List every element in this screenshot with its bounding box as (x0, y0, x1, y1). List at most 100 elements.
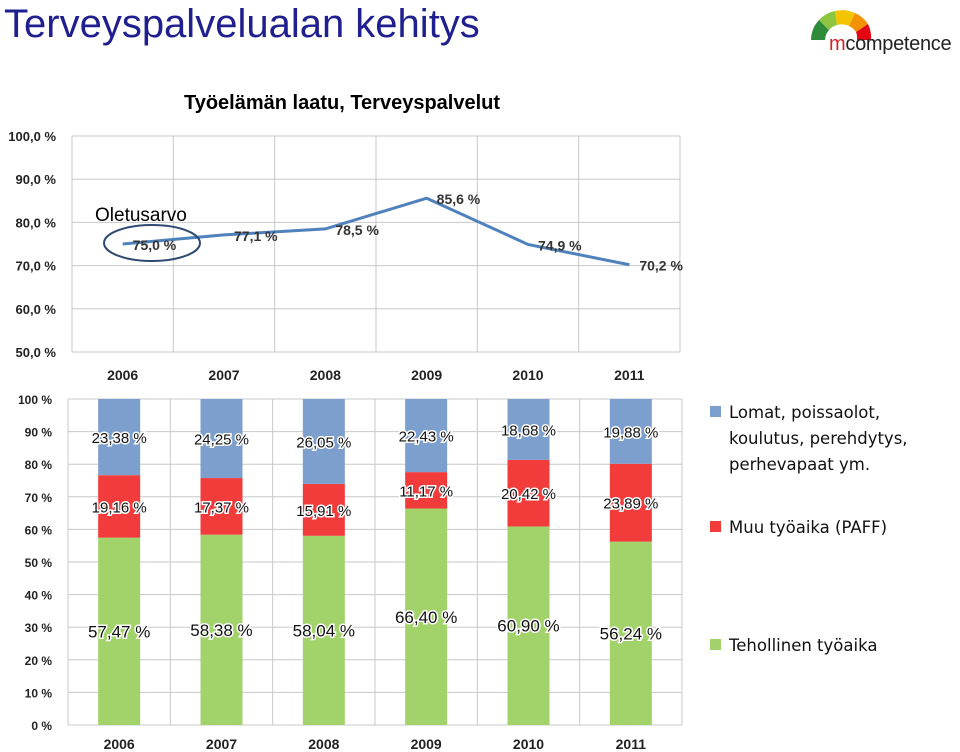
bar-segment (98, 475, 141, 538)
logo-arc-icon (811, 10, 872, 40)
line-data-label: 70,2 % (639, 258, 683, 274)
bar-x-tick-label: 2010 (513, 736, 544, 752)
legend-label-teholl: Tehollinen työaika (729, 636, 878, 655)
line-x-tick-label: 2008 (310, 367, 341, 383)
line-x-tick-label: 2009 (411, 367, 442, 383)
line-data-label: 74,9 % (538, 237, 582, 253)
bar-data-label: 22,43 % (399, 429, 454, 446)
bar-data-label: 58,38 % (190, 621, 252, 640)
bar-segment (609, 541, 652, 725)
legend-swatch-blue (710, 406, 721, 417)
bar-segment (98, 537, 141, 725)
line-x-tick-label: 2006 (107, 367, 138, 383)
line-data-label: 75,0 % (133, 237, 177, 253)
line-chart-title: Työelämän laatu, Terveyspalvelut (184, 92, 500, 114)
logo-wordmark: mcompetence (829, 33, 952, 56)
bar-y-tick-label: 80 % (25, 458, 53, 472)
bar-chart-bars (98, 398, 652, 725)
legend-item-lomat: Lomat, poissaolot, koulutus, perehdytys,… (710, 400, 909, 478)
legend-label-muu: Muu työaika (PAFF) (729, 518, 888, 537)
bar-y-tick-label: 10 % (25, 686, 53, 700)
bar-y-tick-label: 40 % (25, 589, 53, 603)
bar-data-label: 15,91 % (296, 503, 351, 520)
bar-data-label: 19,16 % (92, 499, 147, 516)
default-value-circle (103, 224, 201, 262)
bar-x-tick-label: 2011 (616, 736, 647, 752)
bar-chart-y-ticks: 100 % 90 % 80 % 70 % 60 % 50 % 40 % 30 % 20 % 10 … (18, 393, 52, 733)
bar-chart-grid (67, 398, 683, 726)
bar-x-tick-label: 2009 (411, 736, 442, 752)
bar-x-tick-label: 2008 (308, 736, 339, 752)
bar-segment (405, 472, 448, 509)
bar-y-tick-label: 0 % (31, 719, 52, 733)
legend-item-muu: Muu työaika (PAFF) (710, 515, 887, 541)
line-data-label: 78,5 % (335, 222, 379, 238)
bar-segment (405, 508, 448, 725)
bar-y-tick-label: 30 % (25, 621, 53, 635)
bar-data-label: 57,47 % (88, 622, 150, 641)
bar-y-tick-label: 90 % (25, 426, 53, 440)
bar-segment (507, 459, 550, 527)
line-x-tick-label: 2010 (512, 367, 543, 383)
bar-segment (609, 398, 652, 464)
bar-y-tick-label: 50 % (25, 556, 53, 570)
line-y-tick-label: 50,0 % (16, 345, 57, 360)
bar-data-label: 26,05 % (296, 434, 351, 451)
line-y-tick-label: 70,0 % (16, 259, 57, 274)
bar-segment (507, 399, 550, 460)
line-y-tick-label: 60,0 % (16, 302, 57, 317)
mcompetence-logo (811, 10, 872, 40)
bar-segment (507, 526, 550, 725)
logo-m: m (829, 33, 846, 55)
bar-data-label: 19,88 % (603, 424, 658, 441)
line-y-tick-label: 100,0 % (8, 129, 56, 144)
line-chart: Työelämän laatu, Terveyspalvelut 100,0 %… (8, 92, 684, 383)
bar-segment (200, 534, 243, 725)
bar-data-label: 24,25 % (194, 432, 249, 449)
line-chart-y-ticks: 100,0 % 90,0 % 80,0 % 70,0 % 60,0 % 50,0 % (8, 129, 56, 360)
bar-segment (302, 399, 345, 484)
stacked-bar-chart: 100 % 90 % 80 % 70 % 60 % 50 % 40 % 30 % 20 % 10 … (18, 393, 683, 752)
bar-data-label: 23,89 % (603, 496, 658, 513)
line-data-labels: 75,0 % 77,1 % 78,5 % 85,6 % 74,9 % 70,2 % (133, 191, 684, 274)
line-y-tick-label: 90,0 % (16, 172, 57, 187)
bar-data-label: 56,24 % (600, 624, 662, 643)
bar-chart-x-ticks: 2006 2007 2008 2009 2010 2011 (104, 736, 647, 752)
line-series (122, 196, 630, 267)
bar-segment (609, 463, 652, 542)
bar-y-tick-label: 70 % (25, 491, 53, 505)
bar-data-label: 20,42 % (501, 486, 556, 503)
bar-segment (200, 399, 243, 479)
bar-data-label: 60,90 % (497, 617, 559, 636)
legend-swatch-green (710, 639, 721, 650)
bar-data-label: 58,04 % (293, 621, 355, 640)
bar-segment (302, 535, 345, 725)
bar-data-label: 18,68 % (501, 422, 556, 439)
line-x-tick-label: 2007 (208, 367, 239, 383)
line-chart-grid (71, 135, 681, 353)
bar-data-label: 11,17 % (399, 483, 453, 500)
bar-data-labels: 57,47 % 19,16 % 23,38 % 58,38 % 17,37 % 24,25… (86, 421, 663, 645)
bar-segment (302, 483, 345, 536)
legend-item-teholl: Tehollinen työaika (710, 633, 877, 659)
legend-label-lomat: Lomat, poissaolot, koulutus, perehdytys,… (729, 403, 908, 474)
bar-segment (200, 478, 243, 535)
bar-data-label: 23,38 % (92, 430, 147, 447)
default-value-annotation: Oletusarvo (95, 205, 187, 226)
bar-y-tick-label: 60 % (25, 523, 53, 537)
slide-title: Terveyspalvelualan kehitys (4, 2, 480, 46)
bar-x-tick-label: 2007 (206, 736, 237, 752)
bar-segment (98, 398, 141, 476)
bar-data-label: 17,37 % (194, 499, 249, 516)
bar-data-label: 66,40 % (395, 608, 457, 627)
logo-rest: competence (845, 33, 952, 55)
bar-y-tick-label: 100 % (18, 393, 52, 407)
line-data-label: 77,1 % (234, 228, 278, 244)
line-y-tick-label: 80,0 % (16, 215, 57, 230)
line-chart-x-ticks: 2006 2007 2008 2009 2010 2011 (107, 367, 645, 383)
legend-swatch-red (710, 521, 721, 532)
bar-y-tick-label: 20 % (25, 654, 53, 668)
bar-segment (405, 399, 448, 473)
line-x-tick-label: 2011 (614, 367, 645, 383)
bar-x-tick-label: 2006 (104, 736, 135, 752)
